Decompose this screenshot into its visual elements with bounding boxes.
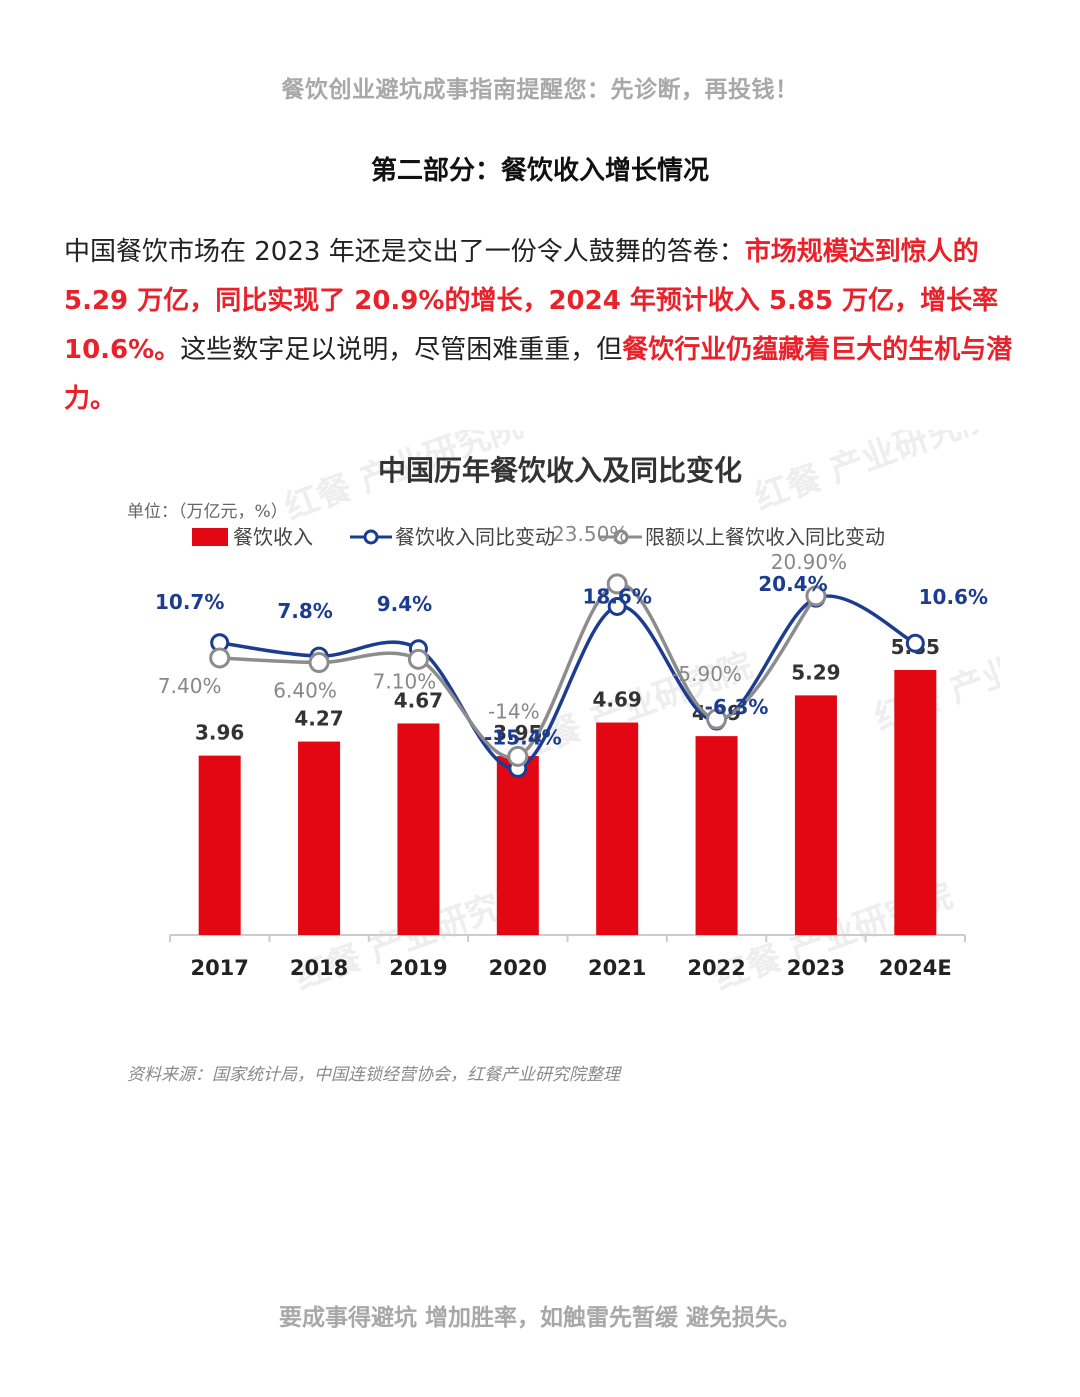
legend-gray-label: 限额以上餐饮收入同比变动: [645, 525, 885, 549]
revenue-bar-2021: [596, 722, 639, 935]
x-tick-label: 2020: [489, 956, 547, 980]
revenue-bar-2020: [496, 756, 539, 935]
legend-blue-label: 餐饮收入同比变动: [395, 525, 555, 549]
legend-gray-marker: [613, 529, 629, 545]
revenue-label: 3.96: [195, 721, 244, 745]
revenue-bar-2018: [298, 741, 341, 935]
yoy-label: 9.4%: [377, 592, 432, 616]
x-tick-label: 2021: [588, 956, 646, 980]
above-quota-label: 20.90%: [771, 550, 847, 574]
paragraph-text-1: 中国餐饮市场在 2023 年还是交出了一份令人鼓舞的答卷：: [64, 237, 745, 267]
yoy-label: -6.3%: [705, 695, 769, 719]
legend-bar-swatch: [192, 528, 228, 546]
yoy-label: 10.6%: [919, 585, 988, 609]
x-tick-label: 2018: [290, 956, 348, 980]
paragraph-highlight-1: 市场规模达到惊人的 5.29 万亿，同比实现了 20.9%的增长，2024 年预…: [64, 237, 999, 365]
section-title: 第二部分：餐饮收入增长情况: [370, 156, 709, 186]
footer-note: 要成事得避坑 增加胜率，如触雷先暂缓 避免损失。: [278, 1305, 801, 1331]
x-tick-label: 2024E: [879, 956, 952, 980]
revenue-label: 4.67: [394, 688, 443, 712]
above-quota-label: 23.50%: [552, 522, 628, 546]
above-quota-label: 7.40%: [158, 674, 222, 698]
source-note: 资料来源：国家统计局，中国连锁经营协会，红餐产业研究院整理: [127, 1065, 620, 1085]
revenue-label: 4.69: [593, 688, 642, 712]
yoy-label: 10.7%: [155, 590, 224, 614]
yoy-marker: [905, 633, 925, 653]
revenue-bar-2022: [695, 736, 738, 935]
paragraph-text-2: 这些数字足以说明，尽管困难重重，但: [180, 335, 623, 365]
above-quota-label: 6.40%: [273, 679, 337, 703]
yoy-label: 18.6%: [582, 584, 651, 608]
intro-paragraph: 中国餐饮市场在 2023 年还是交出了一份令人鼓舞的答卷：市场规模达到惊人的 5…: [64, 228, 1024, 424]
paragraph-highlight-2: 餐饮行业仍蕴藏着巨大的生机与潜力。: [64, 335, 1013, 414]
above-quota-yoy-marker: [606, 573, 628, 595]
x-tick-label: 2022: [687, 956, 745, 980]
x-tick-label: 2019: [389, 956, 447, 980]
unit-label: 单位：（万亿元，%）: [127, 502, 288, 522]
above-quota-yoy-marker: [308, 652, 330, 674]
revenue-bar-2019: [397, 723, 440, 935]
yoy-marker: [607, 596, 627, 616]
above-quota-yoy-marker: [805, 585, 827, 607]
above-quota-yoy-marker: [209, 647, 231, 669]
yoy-line: [219, 594, 917, 771]
revenue-label: 5.29: [791, 660, 840, 684]
above-quota-yoy-marker: [407, 648, 429, 670]
chart-title: 中国历年餐饮收入及同比变化: [378, 454, 742, 487]
x-tick-label: 2023: [787, 956, 845, 980]
legend-bar-label: 餐饮收入: [233, 525, 313, 549]
yoy-label: 20.4%: [758, 572, 827, 596]
legend-blue-marker: [363, 529, 379, 545]
x-tick-label: 2017: [190, 956, 248, 980]
revenue-bar-2024E: [894, 669, 937, 935]
above-quota-label: -14%: [488, 699, 540, 723]
yoy-label: 7.8%: [277, 599, 332, 623]
header-note: 餐饮创业避坑成事指南提醒您：先诊断，再投钱！: [281, 77, 799, 103]
above-quota-yoy-marker: [507, 745, 529, 767]
revenue-bar-2017: [198, 755, 241, 935]
yoy-label: -15.4%: [484, 725, 562, 749]
above-quota-yoy-marker: [706, 708, 728, 730]
above-quota-label: -5.90%: [671, 662, 742, 686]
watermark-text: 红餐 产业研究院: [749, 430, 997, 518]
above-quota-label: 7.10%: [373, 669, 437, 693]
revenue-bar-2023: [794, 695, 837, 935]
revenue-label: 4.27: [294, 707, 343, 731]
